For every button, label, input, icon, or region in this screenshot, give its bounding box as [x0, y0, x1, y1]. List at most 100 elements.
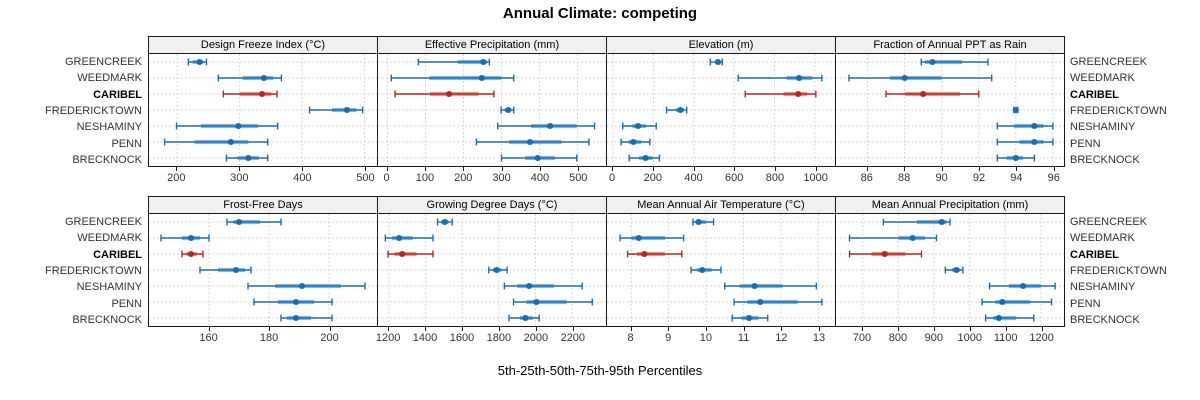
axis-tick-label: 1400: [412, 332, 438, 344]
axis-tick-mark: [705, 327, 707, 331]
site-label-caribel: CARIBEL: [93, 248, 142, 261]
axis-tick-mark: [269, 327, 271, 331]
axis-tick-label: 90: [935, 172, 948, 184]
axis-tick-label: 1200: [1029, 332, 1054, 344]
site-label-brecknock: BRECKNOCK: [72, 153, 142, 166]
site-label-weedmark: WEEDMARK: [77, 72, 142, 85]
axis-tick-mark: [861, 327, 863, 331]
axis-tick-mark: [501, 167, 503, 171]
plot-elevation: [606, 53, 836, 167]
site-label-fredericktown: FREDERICKTOWN: [45, 104, 142, 117]
axis-tick-label: 300: [230, 172, 249, 184]
axis-tick-mark: [386, 167, 388, 171]
axis-tick-mark: [461, 327, 463, 331]
site-label-penn: PENN: [111, 297, 142, 310]
axis-tick-label: 9: [665, 332, 672, 344]
site-label-weedmark: WEEDMARK: [77, 232, 142, 245]
axis-tick-label: 1200: [375, 332, 401, 344]
x-axis-mean-annual-precipitation: 700 800 900 1000 1100 1200: [835, 327, 1065, 351]
axis-tick-label: 1000: [803, 172, 828, 184]
panel-strip-title: Mean Annual Air Temperature (°C): [606, 196, 836, 214]
panel-growing-degree-days: Growing Degree Days (°C) 1200 1400 1600 180…: [375, 196, 607, 351]
axis-tick-label: 200: [454, 172, 473, 184]
site-label-neshaminy: NESHAMINY: [1070, 121, 1136, 134]
site-label-greencreek: GREENCREEK: [1070, 56, 1148, 69]
site-labels-row2-left: GREENCREEK WEEDMARK CARIBEL FREDERICKTOWN NE…: [0, 214, 142, 328]
panel-frost-free-days: Frost-Free Days 160 180 200: [148, 196, 378, 351]
axis-tick-label: 500: [569, 172, 588, 184]
axis-tick-mark: [933, 327, 935, 331]
axis-tick-mark: [612, 167, 614, 171]
axis-tick-mark: [1041, 327, 1043, 331]
axis-tick-label: 400: [293, 172, 312, 184]
axis-tick-mark: [365, 167, 367, 171]
panel-elevation: Elevation (m) 0 200 400 600 800 1000: [606, 36, 836, 191]
panel-design-freeze-index: Design Freeze Index (°C) 200 300 400 500: [148, 36, 378, 191]
panel-row-bottom: Frost-Free Days 160 180 200 Growing Degree…: [148, 196, 1065, 351]
axis-tick-mark: [578, 167, 580, 171]
panel-strip-title: Mean Annual Precipitation (mm): [835, 196, 1065, 214]
panel-strip-title: Effective Precipitation (mm): [377, 36, 607, 54]
axis-tick-mark: [498, 327, 500, 331]
plot-design-freeze-index: [148, 53, 378, 167]
site-label-weedmark: WEEDMARK: [1070, 72, 1135, 85]
axis-tick-mark: [208, 327, 210, 331]
axis-tick-label: 92: [972, 172, 986, 184]
axis-tick-mark: [819, 327, 821, 331]
axis-tick-mark: [388, 327, 390, 331]
page-title: Annual Climate: competing: [502, 5, 698, 22]
x-axis-design-freeze-index: 200 300 400 500: [148, 167, 378, 191]
axis-tick-label: 500: [356, 172, 375, 184]
axis-tick-mark: [904, 167, 906, 171]
axis-tick-mark: [693, 167, 695, 171]
axis-tick-label: 600: [725, 172, 744, 184]
x-axis-fraction-ppt-rain: 86 88 90 92 94 96: [835, 167, 1065, 191]
plot-mean-air-temperature: [606, 213, 836, 327]
axis-tick-mark: [652, 167, 654, 171]
axis-tick-mark: [329, 327, 331, 331]
x-axis-frost-free-days: 160 180 200: [148, 327, 378, 351]
axis-tick-mark: [425, 327, 427, 331]
axis-tick-label: 800: [765, 172, 785, 184]
x-axis-growing-degree-days: 1200 1400 1600 1800 2000 2200: [375, 327, 607, 351]
axis-tick-mark: [424, 167, 426, 171]
axis-tick-mark: [572, 327, 574, 331]
axis-tick-label: 900: [924, 332, 944, 344]
panel-effective-precipitation: Effective Precipitation (mm) 0 100 200 300 4…: [377, 36, 607, 191]
site-label-neshaminy: NESHAMINY: [1070, 281, 1136, 294]
axis-tick-mark: [239, 167, 241, 171]
site-label-fredericktown: FREDERICKTOWN: [1070, 104, 1167, 117]
axis-tick-label: 0: [609, 172, 616, 184]
site-label-caribel: CARIBEL: [1070, 88, 1119, 101]
axis-tick-mark: [1053, 167, 1055, 171]
site-label-brecknock: BRECKNOCK: [72, 313, 142, 326]
site-label-penn: PENN: [1070, 137, 1101, 150]
site-label-neshaminy: NESHAMINY: [76, 281, 142, 294]
axis-tick-label: 200: [167, 172, 186, 184]
panel-fraction-ppt-rain: Fraction of Annual PPT as Rain 86 88 90 92 9…: [835, 36, 1065, 191]
axis-tick-mark: [743, 327, 745, 331]
site-label-greencreek: GREENCREEK: [64, 56, 142, 69]
x-axis-effective-precipitation: 0 100 200 300 400 500: [377, 167, 607, 191]
axis-tick-label: 1100: [993, 332, 1018, 344]
panel-mean-air-temperature: Mean Annual Air Temperature (°C) 8 9 10 11 1…: [606, 196, 836, 351]
axis-tick-mark: [668, 327, 670, 331]
axis-tick-label: 86: [860, 172, 873, 184]
site-label-brecknock: BRECKNOCK: [1070, 313, 1140, 326]
axis-tick-mark: [463, 167, 465, 171]
axis-tick-label: 2000: [523, 332, 549, 344]
axis-tick-mark: [539, 167, 541, 171]
axis-tick-label: 1600: [449, 332, 475, 344]
axis-tick-label: 180: [259, 332, 279, 344]
axis-tick-label: 700: [852, 332, 872, 344]
x-axis-caption: 5th-25th-50th-75th-95th Percentiles: [497, 363, 703, 378]
axis-tick-mark: [774, 167, 776, 171]
axis-tick-label: 800: [888, 332, 908, 344]
axis-tick-label: 160: [199, 332, 218, 344]
axis-tick-label: 200: [320, 332, 339, 344]
axis-tick-label: 96: [1047, 172, 1060, 184]
axis-tick-mark: [176, 167, 178, 171]
axis-tick-mark: [734, 167, 736, 171]
axis-tick-label: 8: [627, 332, 634, 344]
